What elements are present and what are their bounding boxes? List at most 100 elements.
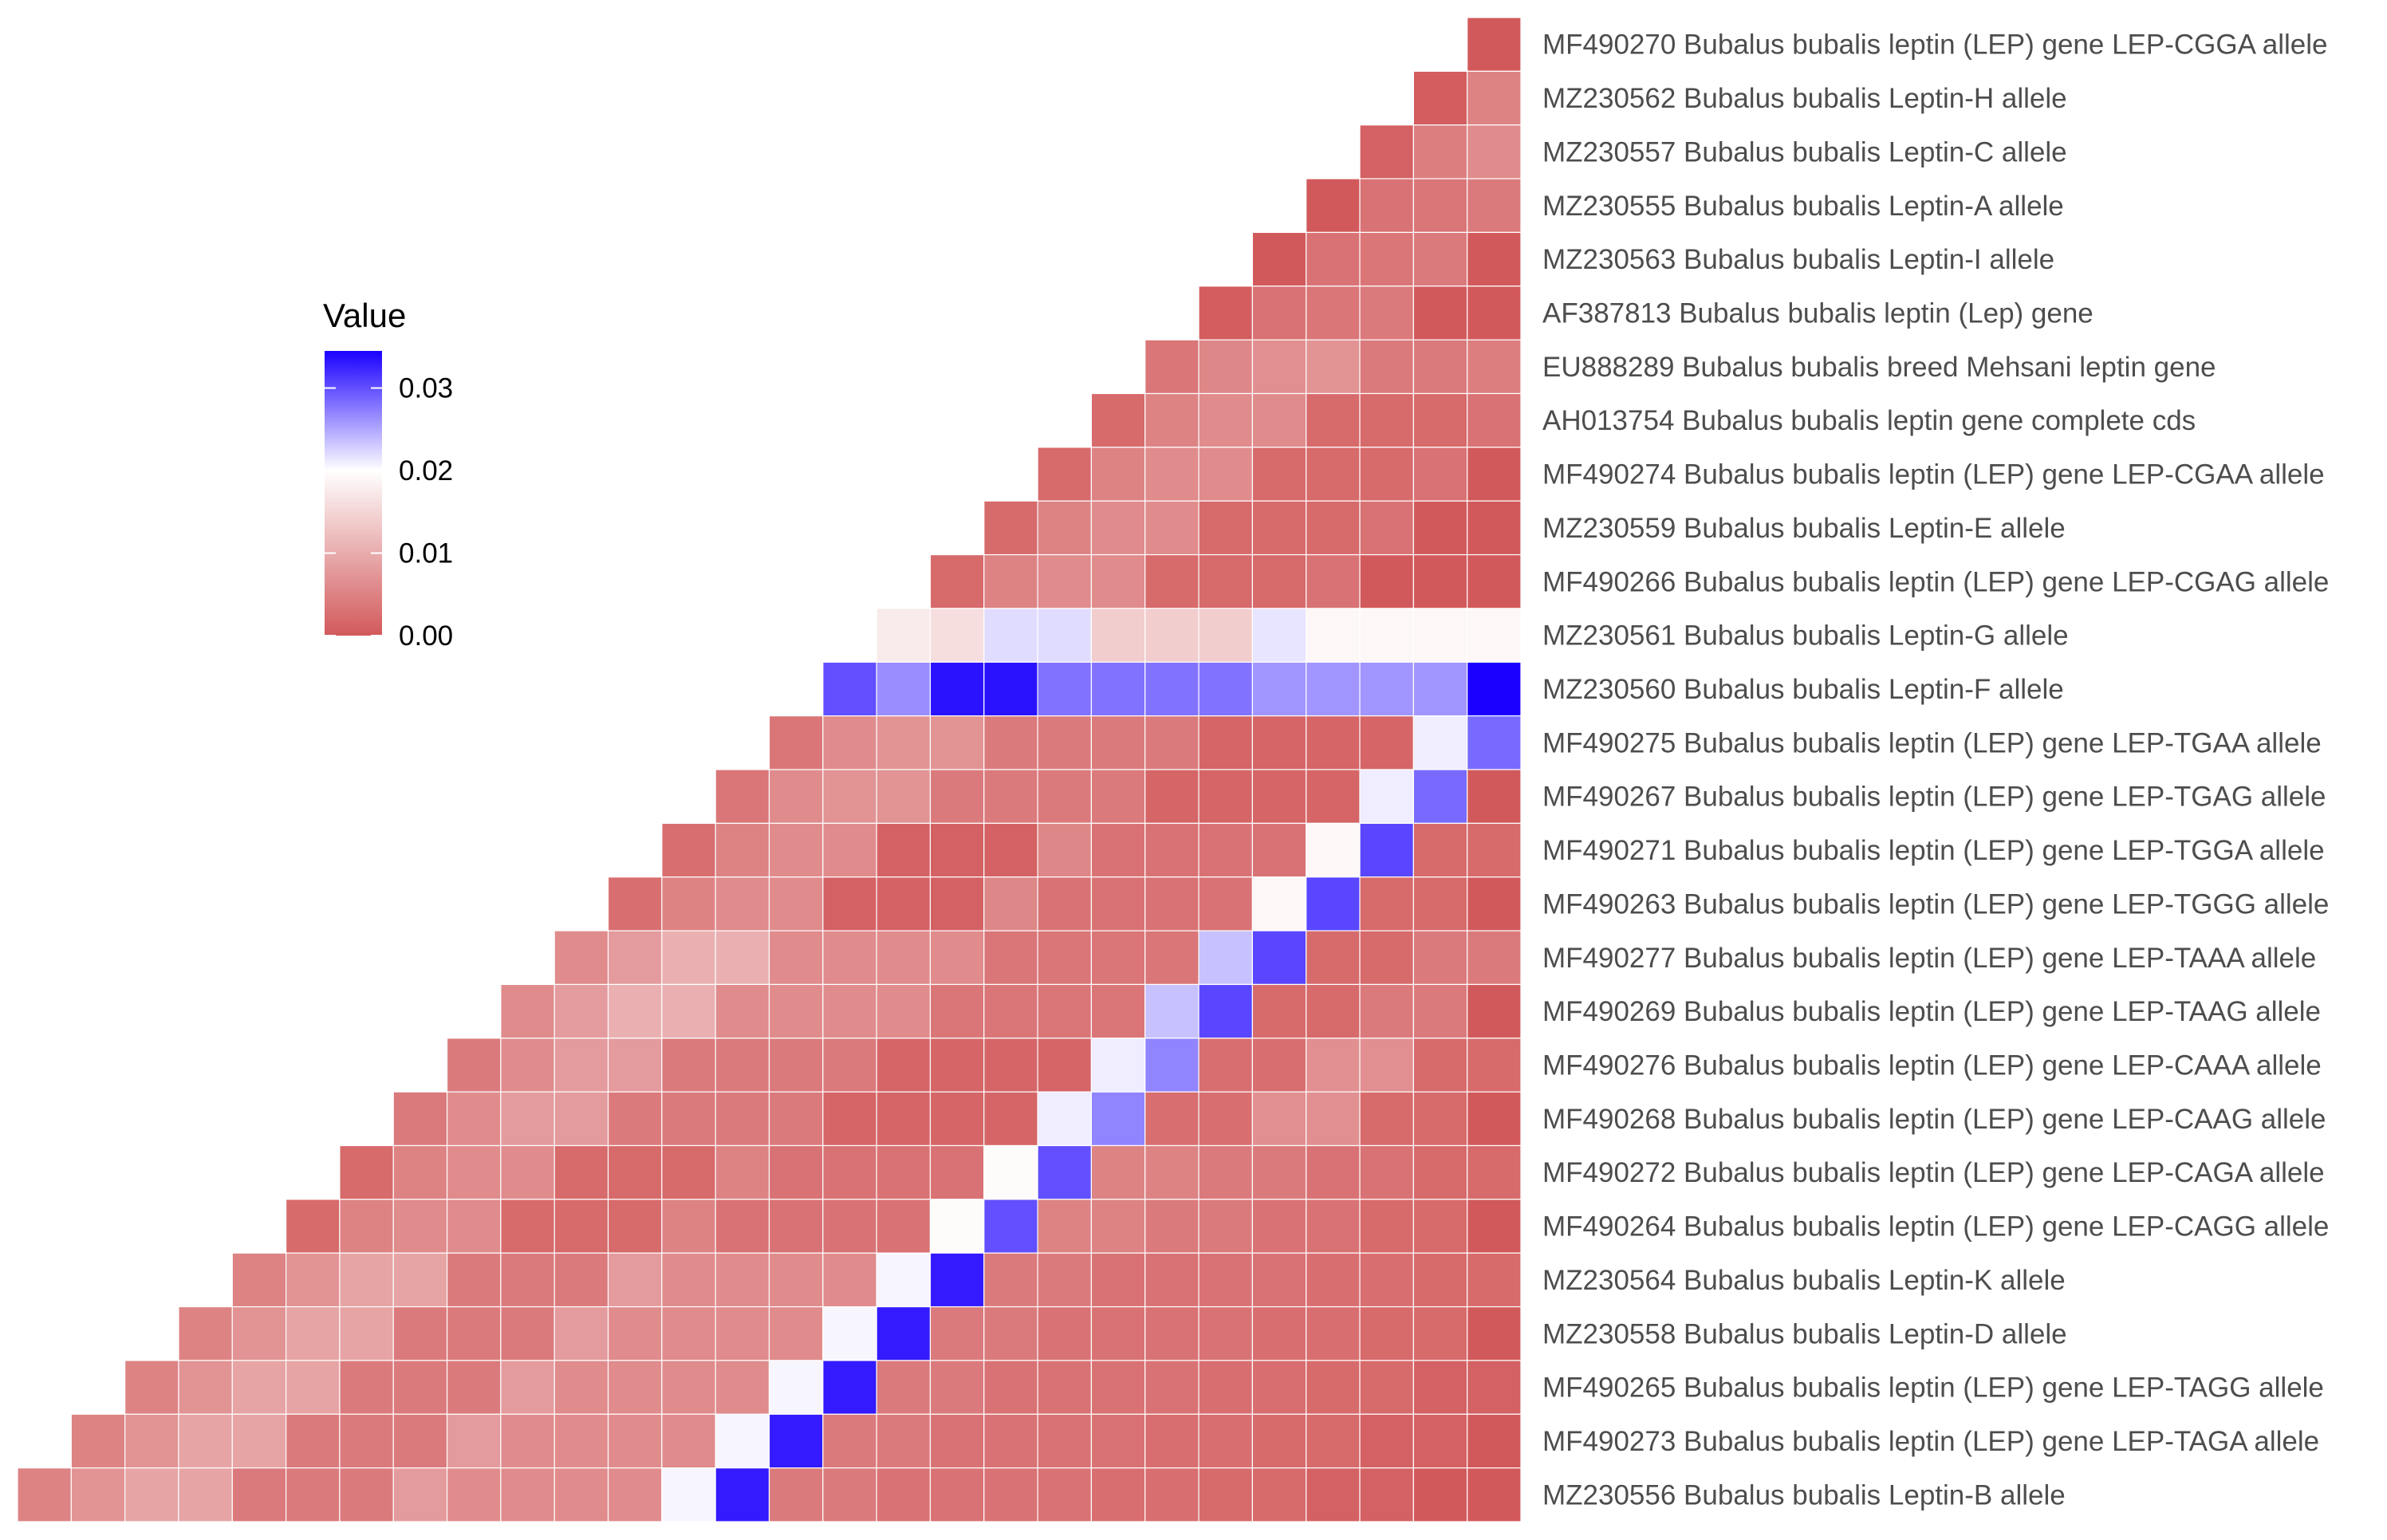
heatmap-cell bbox=[286, 1467, 341, 1522]
heatmap-cell bbox=[1467, 392, 1522, 448]
heatmap-cell bbox=[1144, 1467, 1199, 1522]
heatmap-cell bbox=[1412, 70, 1468, 126]
row-label: MF490269 Bubalus bubalis leptin (LEP) ge… bbox=[1542, 996, 2321, 1027]
heatmap-cell bbox=[983, 1306, 1038, 1361]
heatmap-cell bbox=[929, 876, 985, 931]
heatmap-cell bbox=[1198, 822, 1253, 878]
heatmap-cell bbox=[822, 1199, 877, 1254]
heatmap-cell bbox=[1037, 930, 1093, 986]
heatmap-cell bbox=[822, 1038, 877, 1093]
heatmap-cell bbox=[768, 1413, 824, 1469]
heatmap-cell bbox=[929, 1413, 985, 1469]
heatmap-cell bbox=[1251, 553, 1307, 609]
heatmap-cell bbox=[1412, 553, 1468, 609]
heatmap-cell bbox=[929, 1467, 985, 1522]
heatmap-cell bbox=[607, 876, 663, 931]
heatmap-cell bbox=[1144, 930, 1199, 986]
heatmap-cell bbox=[876, 1467, 932, 1522]
heatmap-cell bbox=[500, 1360, 555, 1415]
heatmap-cell bbox=[178, 1360, 233, 1415]
heatmap-cell bbox=[929, 1306, 985, 1361]
heatmap-cell bbox=[1198, 1360, 1253, 1415]
heatmap-cell bbox=[822, 822, 877, 878]
heatmap-cell bbox=[339, 1306, 394, 1361]
heatmap-cell bbox=[1251, 715, 1307, 770]
row-label: MF490265 Bubalus bubalis leptin (LEP) ge… bbox=[1542, 1373, 2324, 1404]
heatmap-cell bbox=[715, 1252, 770, 1308]
heatmap-cell bbox=[1144, 1252, 1199, 1308]
heatmap-cell bbox=[1412, 1199, 1468, 1254]
heatmap-cell bbox=[983, 661, 1038, 717]
heatmap-cell bbox=[1198, 553, 1253, 609]
heatmap-cell bbox=[768, 983, 824, 1039]
heatmap-cell bbox=[1412, 715, 1468, 770]
heatmap-cell bbox=[1037, 608, 1093, 663]
heatmap-cell bbox=[929, 1199, 985, 1254]
heatmap-cell bbox=[1251, 339, 1307, 395]
heatmap-cell bbox=[1412, 1252, 1468, 1308]
heatmap-cell bbox=[231, 1252, 287, 1308]
heatmap-cell bbox=[1090, 1252, 1146, 1308]
heatmap-cell bbox=[1144, 608, 1199, 663]
heatmap-cell bbox=[446, 1467, 502, 1522]
heatmap-cell bbox=[983, 1467, 1038, 1522]
heatmap-cell bbox=[607, 1199, 663, 1254]
heatmap-cell bbox=[286, 1306, 341, 1361]
heatmap-cell bbox=[768, 1199, 824, 1254]
heatmap-cell bbox=[446, 1144, 502, 1200]
heatmap-cell bbox=[822, 930, 877, 986]
heatmap-cell bbox=[500, 1038, 555, 1093]
row-label: MZ230556 Bubalus bubalis Leptin-B allele bbox=[1542, 1479, 2066, 1510]
heatmap-cell bbox=[1198, 661, 1253, 717]
heatmap-cell bbox=[768, 930, 824, 986]
heatmap-cell bbox=[553, 1467, 609, 1522]
heatmap-cell bbox=[1412, 1413, 1468, 1469]
heatmap-cell bbox=[983, 876, 1038, 931]
heatmap-cell bbox=[1090, 930, 1146, 986]
heatmap-cell bbox=[1412, 1038, 1468, 1093]
heatmap-cell bbox=[1359, 124, 1414, 179]
heatmap-cell bbox=[1306, 178, 1361, 234]
heatmap-cell bbox=[607, 1306, 663, 1361]
heatmap-cell bbox=[1037, 715, 1093, 770]
heatmap-cell bbox=[1090, 392, 1146, 448]
heatmap-cell bbox=[1306, 930, 1361, 986]
heatmap-cell bbox=[1359, 231, 1414, 287]
heatmap-cell bbox=[446, 1038, 502, 1093]
heatmap-cell bbox=[983, 983, 1038, 1039]
heatmap-cell bbox=[1359, 876, 1414, 931]
heatmap-cell bbox=[1306, 769, 1361, 824]
heatmap-cell bbox=[1467, 447, 1522, 502]
heatmap-cell bbox=[1144, 1038, 1199, 1093]
legend-tick-label: 0.01 bbox=[399, 538, 453, 569]
heatmap-cell bbox=[1467, 930, 1522, 986]
heatmap-cell bbox=[1144, 1144, 1199, 1200]
heatmap-cell bbox=[1037, 1413, 1093, 1469]
heatmap-cell bbox=[231, 1413, 287, 1469]
heatmap-cell bbox=[1359, 715, 1414, 770]
heatmap-cell bbox=[983, 1144, 1038, 1200]
heatmap-cell bbox=[876, 1038, 932, 1093]
heatmap-cell bbox=[715, 983, 770, 1039]
heatmap-cells bbox=[17, 17, 1522, 1522]
heatmap-cell bbox=[1412, 1144, 1468, 1200]
heatmap-cell bbox=[1144, 661, 1199, 717]
heatmap-cell bbox=[1251, 661, 1307, 717]
heatmap-cell bbox=[1467, 769, 1522, 824]
heatmap-cell bbox=[929, 822, 985, 878]
heatmap-cell bbox=[1198, 447, 1253, 502]
heatmap-cell bbox=[1251, 983, 1307, 1039]
heatmap-cell bbox=[1467, 1413, 1522, 1469]
heatmap-cell bbox=[1251, 608, 1307, 663]
heatmap-cell bbox=[715, 876, 770, 931]
row-label: MZ230564 Bubalus bubalis Leptin-K allele bbox=[1542, 1265, 2066, 1296]
heatmap-cell bbox=[607, 983, 663, 1039]
heatmap-cell bbox=[983, 1038, 1038, 1093]
heatmap-cell bbox=[392, 1413, 448, 1469]
heatmap-cell bbox=[553, 930, 609, 986]
heatmap-cell bbox=[1412, 339, 1468, 395]
heatmap-cell bbox=[1090, 876, 1146, 931]
heatmap-cell bbox=[715, 822, 770, 878]
heatmap-cell bbox=[553, 1144, 609, 1200]
heatmap-cell bbox=[1090, 983, 1146, 1039]
